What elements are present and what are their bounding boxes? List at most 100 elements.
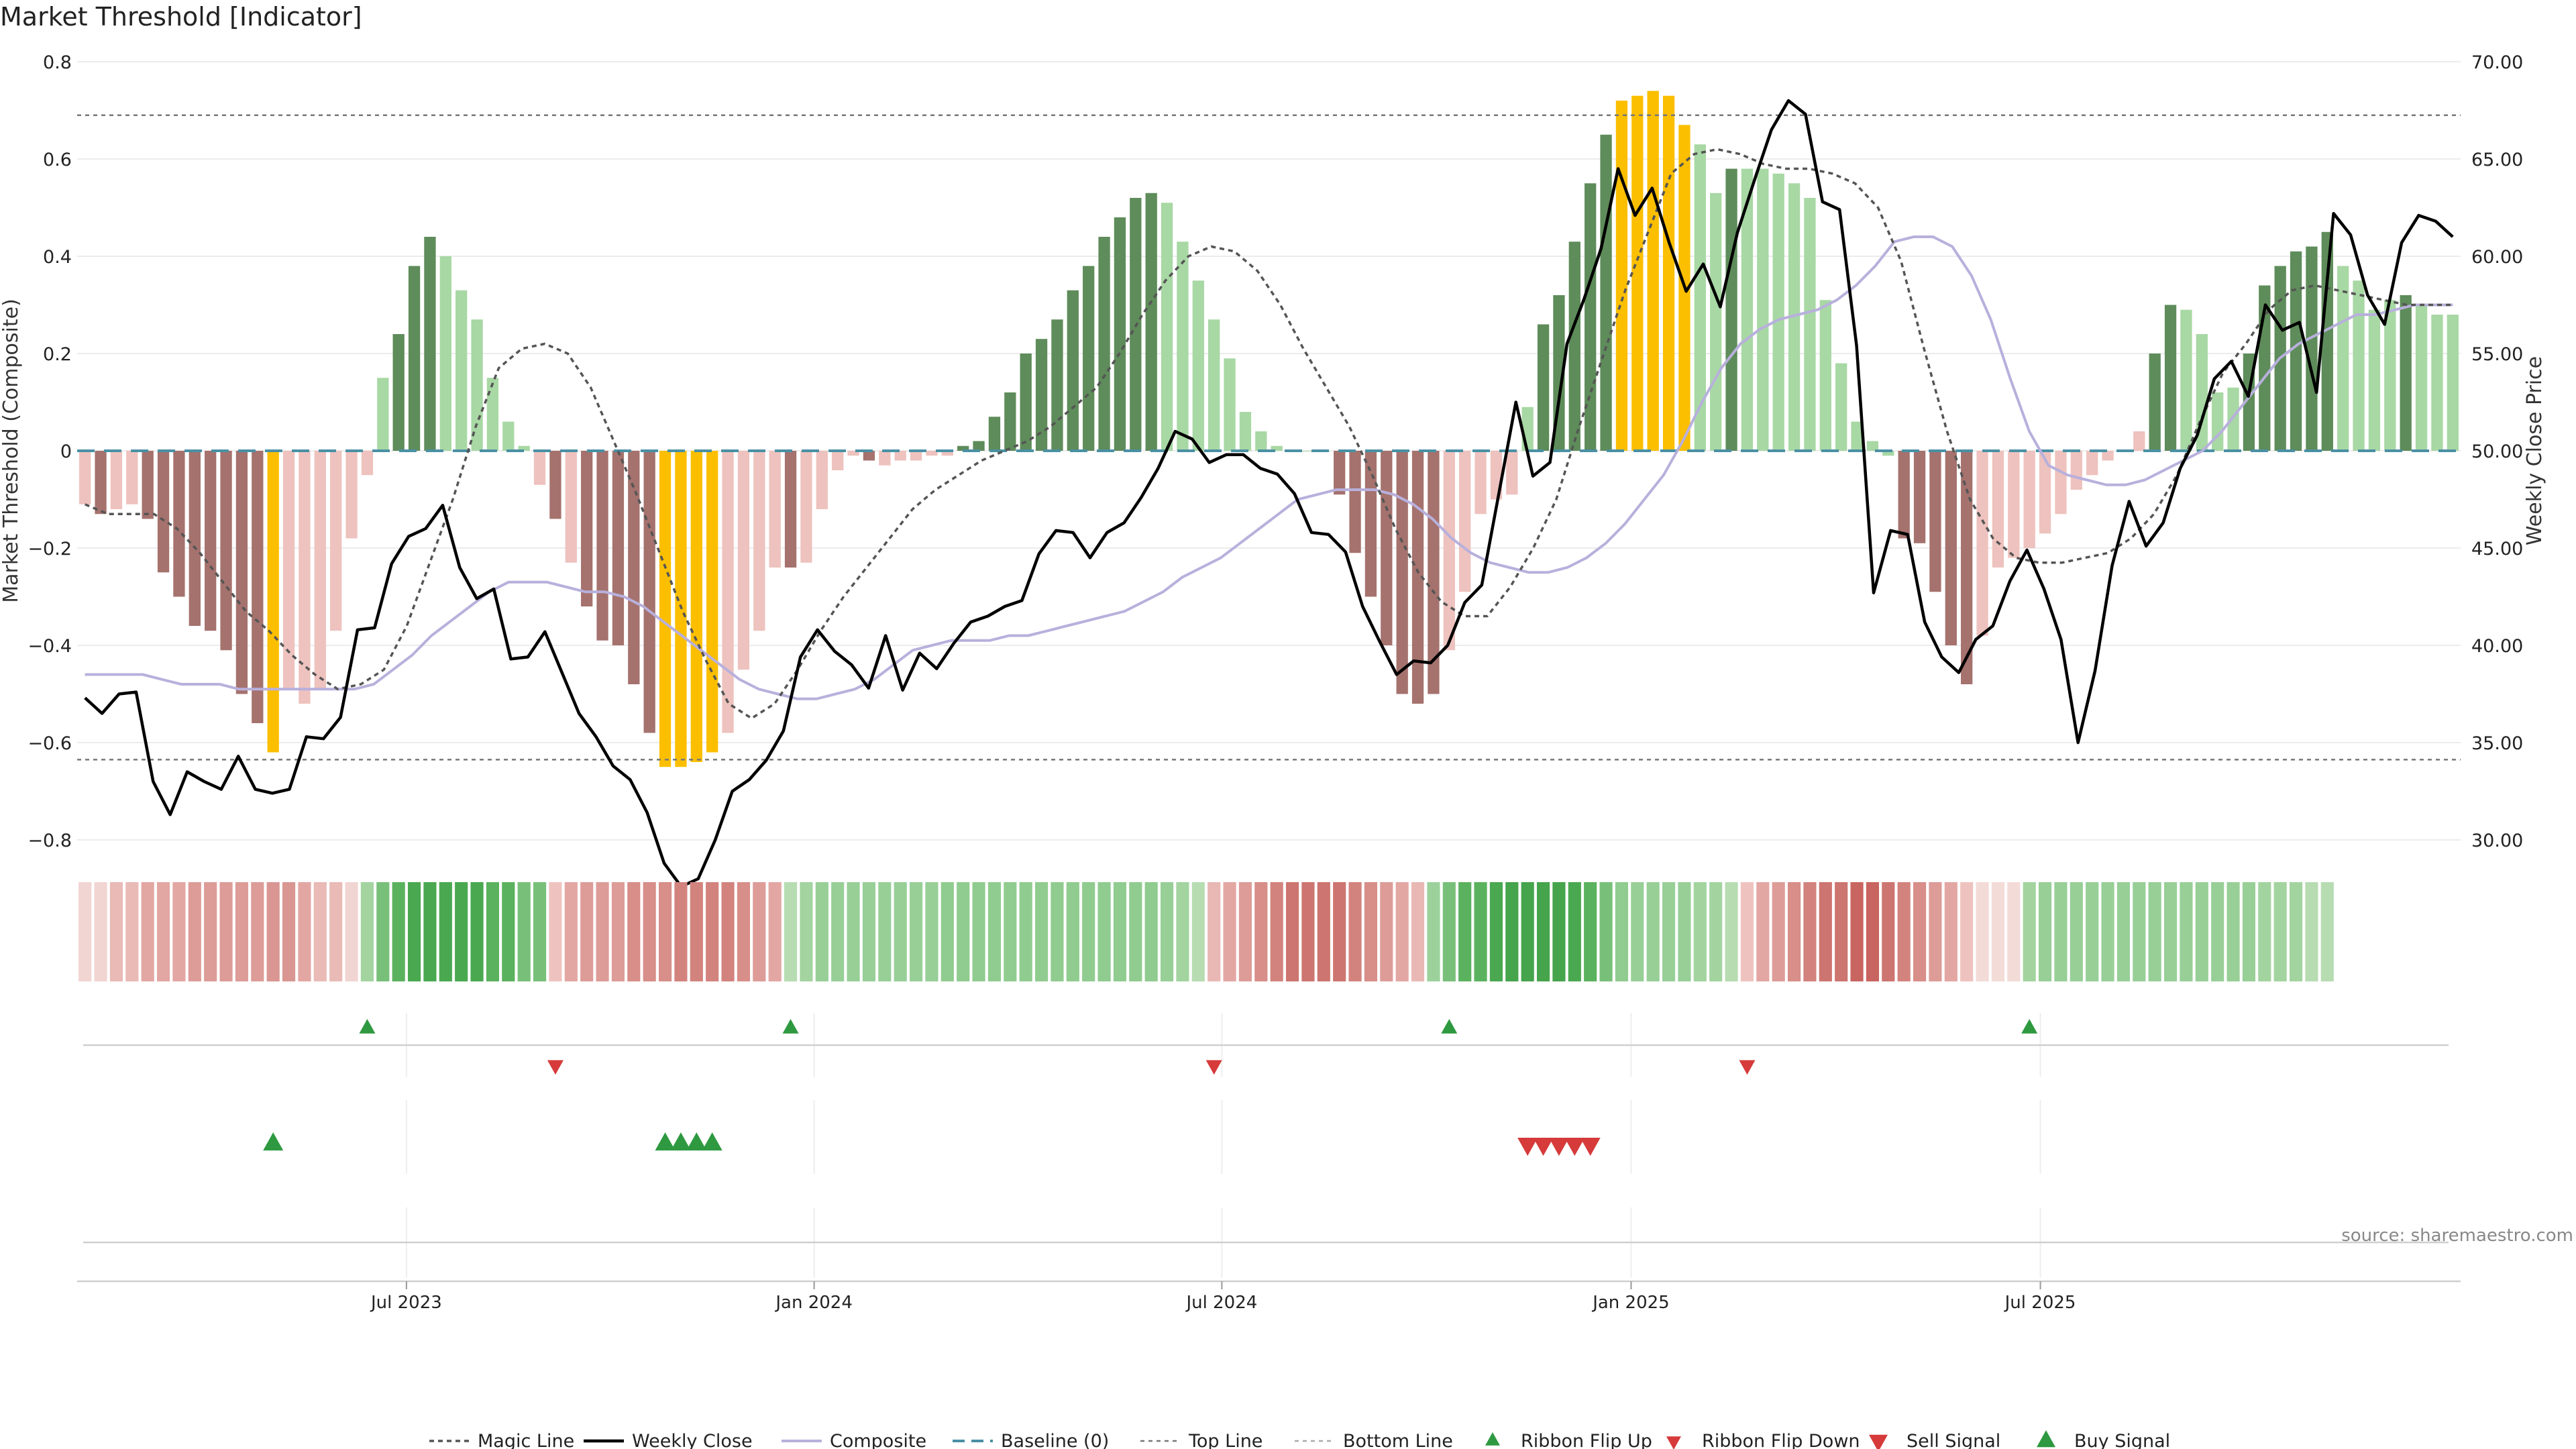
composite-bar: [800, 451, 812, 563]
composite-bar: [1474, 451, 1487, 515]
composite-line: [85, 235, 2453, 700]
ribbon-cell: [1427, 882, 1440, 981]
ribbon-cell: [1897, 882, 1911, 981]
composite-bar: [189, 451, 201, 626]
legend-entry: Weekly Close: [632, 1431, 753, 1449]
composite-bar: [784, 451, 797, 568]
composite-bar: [1224, 358, 1236, 451]
ribbon-cell: [737, 882, 751, 981]
sell-signal-marker: [1564, 1138, 1585, 1156]
composite-bar: [1145, 193, 1157, 451]
ribbon-cell: [1113, 882, 1127, 981]
ribbon-cell: [502, 882, 515, 981]
composite-bar: [690, 451, 702, 762]
ribbon-cell: [455, 882, 468, 981]
ribbon-cell: [1301, 882, 1315, 981]
composite-bar: [1428, 451, 1440, 694]
ribbon-cell: [470, 882, 484, 981]
ribbon-cell: [1631, 882, 1644, 981]
composite-bar: [299, 451, 311, 704]
buy-signal-marker: [263, 1132, 284, 1150]
composite-bar: [737, 451, 750, 670]
ribbon-cell: [2242, 882, 2256, 981]
composite-bar: [988, 417, 1001, 451]
right-tick-label: 40.00: [2471, 636, 2523, 657]
composite-bar: [1819, 300, 1831, 451]
right-tick-label: 65.00: [2471, 150, 2523, 170]
composite-bar: [1898, 451, 1910, 539]
magic-line: [85, 148, 2453, 720]
composite-bar: [142, 451, 154, 519]
ribbon-cell: [862, 882, 876, 981]
ribbon-cell: [878, 882, 892, 981]
legend-entry: Composite: [830, 1431, 926, 1449]
composite-bar: [1600, 134, 1612, 451]
composite-bar: [863, 451, 875, 461]
ribbon-cell: [2007, 882, 2021, 981]
legend-entry: Sell Signal: [1907, 1431, 2000, 1449]
composite-bar: [1882, 451, 1894, 456]
ribbon-cell: [909, 882, 923, 981]
composite-bar: [565, 451, 577, 563]
ribbon-cell: [1051, 882, 1064, 981]
composite-bar: [282, 451, 295, 690]
composite-bar: [1035, 339, 1048, 451]
ribbon-cell: [564, 882, 578, 981]
ribbon-cell: [768, 882, 782, 981]
ribbon-cell: [266, 882, 280, 981]
ribbon-cell: [360, 882, 374, 981]
ribbon-cell: [2226, 882, 2240, 981]
composite-bar: [173, 451, 185, 597]
ribbon-cell: [219, 882, 233, 981]
ribbon-cell: [1866, 882, 1880, 981]
right-tick-label: 30.00: [2471, 830, 2523, 851]
ribbon-cell: [987, 882, 1002, 981]
ribbon-cell: [1803, 882, 1817, 981]
ribbon-cell: [1913, 882, 1927, 981]
source-label: source: sharemaestro.com: [2341, 1226, 2573, 1246]
buy-signal-marker: [686, 1132, 707, 1150]
ribbon-cell: [580, 882, 594, 981]
ribbon-cell: [2148, 882, 2161, 981]
composite-bar: [1051, 319, 1063, 451]
buy-signal-marker: [655, 1132, 676, 1150]
ribbon-cell: [94, 882, 107, 981]
ribbon-cell: [533, 882, 547, 981]
composite-bar: [1929, 451, 1941, 592]
composite-bar: [205, 451, 217, 631]
ribbon-cell: [957, 882, 970, 981]
composite-bar: [2368, 309, 2381, 451]
composite-bar: [1585, 183, 1597, 451]
ribbon-cell: [141, 882, 154, 981]
right-tick-label: 70.00: [2471, 52, 2523, 73]
ribbon-cell: [549, 882, 562, 981]
legend-entry: Ribbon Flip Up: [1521, 1431, 1652, 1449]
ribbon-cell: [1725, 882, 1738, 981]
ribbon-cell: [1254, 882, 1268, 981]
composite-bar: [1083, 266, 1095, 451]
ribbon-cell: [1442, 882, 1456, 981]
ribbon-cell: [251, 882, 264, 981]
composite-bar: [1255, 431, 1267, 451]
composite-bar: [706, 451, 718, 753]
x-axis: Jul 2023 Jan 2024 Jul 2024 Jan 2025 Jul 2025: [77, 1280, 2461, 1313]
ribbon-cell: [439, 882, 452, 981]
composite-bar: [533, 451, 546, 485]
composite-bar: [1913, 451, 1926, 543]
composite-bar: [1757, 168, 1769, 451]
composite-bar: [235, 451, 248, 694]
composite-bar: [1349, 451, 1361, 553]
right-tick-label: 50.00: [2471, 441, 2523, 462]
ribbon-cell: [815, 882, 828, 981]
ribbon-cell: [1474, 882, 1487, 981]
ribbon-cell: [1191, 882, 1205, 981]
legend-entry: Buy Signal: [2074, 1431, 2170, 1449]
composite-bar: [769, 451, 781, 568]
composite-bar: [157, 451, 170, 573]
composite-bar: [110, 451, 123, 509]
ribbon-cell: [1882, 882, 1895, 981]
composite-bar: [1945, 451, 1957, 645]
composite-bar: [816, 451, 828, 509]
composite-bar: [1662, 95, 1675, 451]
composite-bar: [1631, 95, 1644, 451]
